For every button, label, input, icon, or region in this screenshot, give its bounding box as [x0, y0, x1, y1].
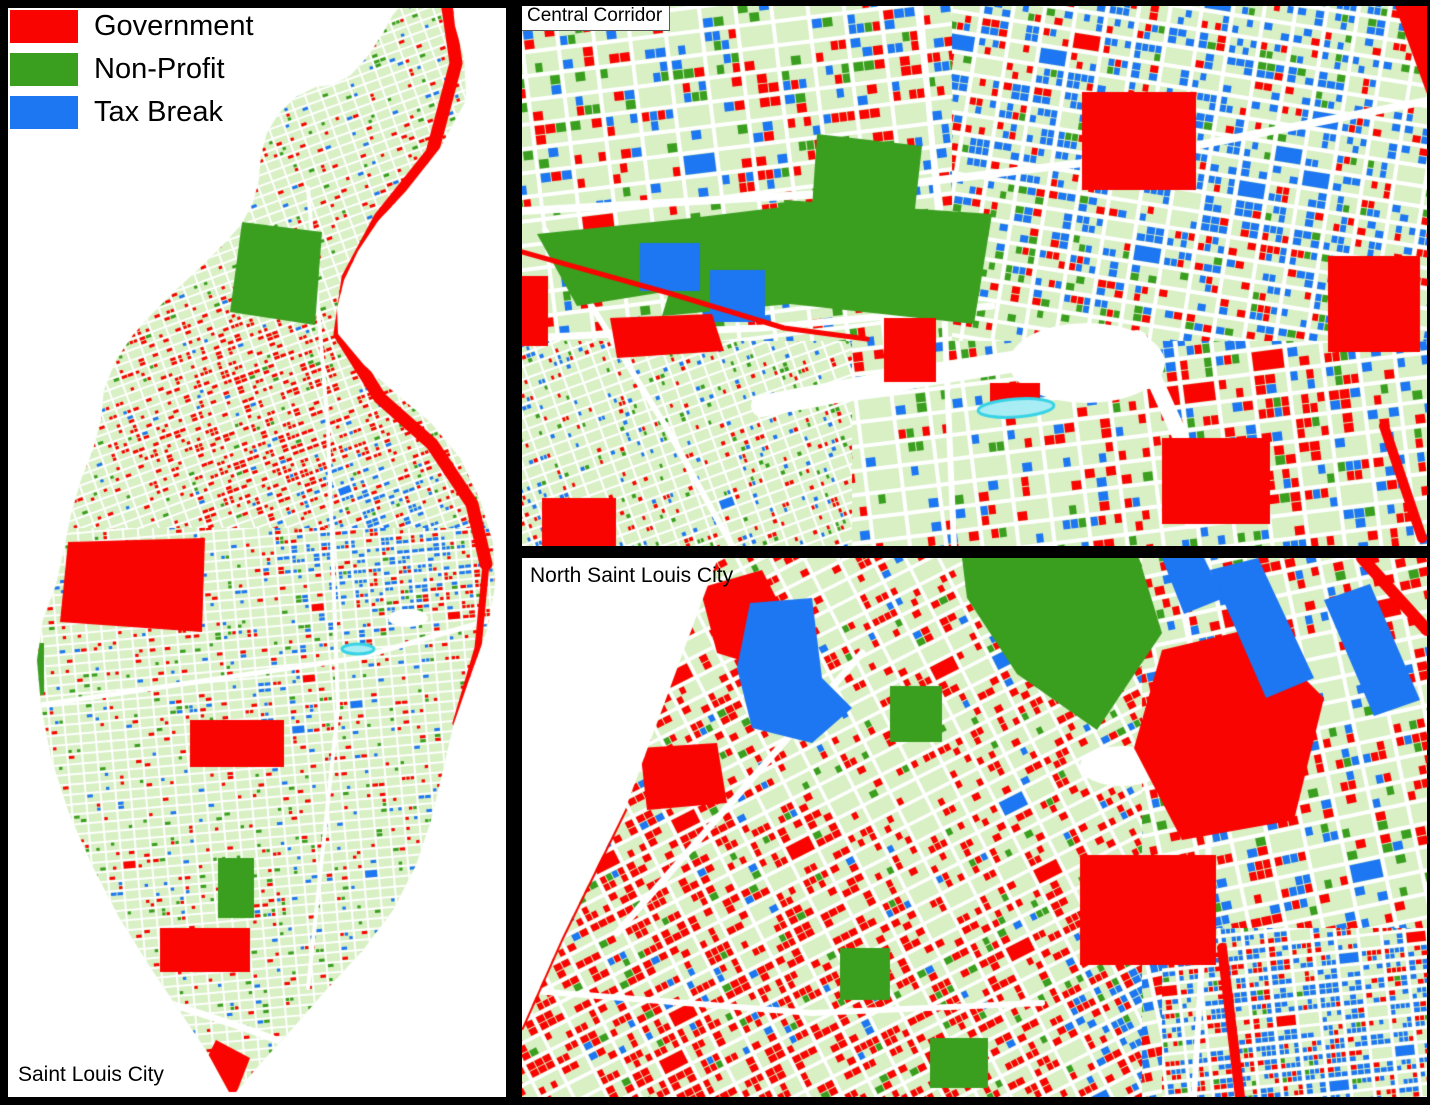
legend-swatch-non-profit: [10, 53, 78, 86]
saint-louis-city-map: [8, 8, 506, 1097]
panel-label-north-saint-louis-city: North Saint Louis City: [530, 564, 734, 587]
legend-swatch-tax-break: [10, 96, 78, 129]
panel-north-saint-louis-city: North Saint Louis City: [522, 558, 1427, 1097]
legend-label-non-profit: Non-Profit: [94, 53, 225, 85]
panel-central-corridor: Central Corridor: [522, 6, 1427, 546]
legend-swatch-government: [10, 10, 78, 43]
panel-label-central-corridor: Central Corridor: [522, 6, 671, 31]
legend-item-non-profit: Non-Profit: [10, 53, 254, 86]
legend-label-tax-break: Tax Break: [94, 96, 223, 128]
north-saint-louis-city-map: [522, 558, 1427, 1097]
central-corridor-map: [522, 6, 1427, 546]
panel-saint-louis-city: Government Non-Profit Tax Break Saint Lo…: [8, 8, 506, 1097]
legend-item-tax-break: Tax Break: [10, 96, 254, 129]
legend-item-government: Government: [10, 10, 254, 43]
panel-label-saint-louis-city: Saint Louis City: [18, 1063, 164, 1086]
legend-label-government: Government: [94, 10, 254, 42]
legend: Government Non-Profit Tax Break: [10, 10, 254, 139]
